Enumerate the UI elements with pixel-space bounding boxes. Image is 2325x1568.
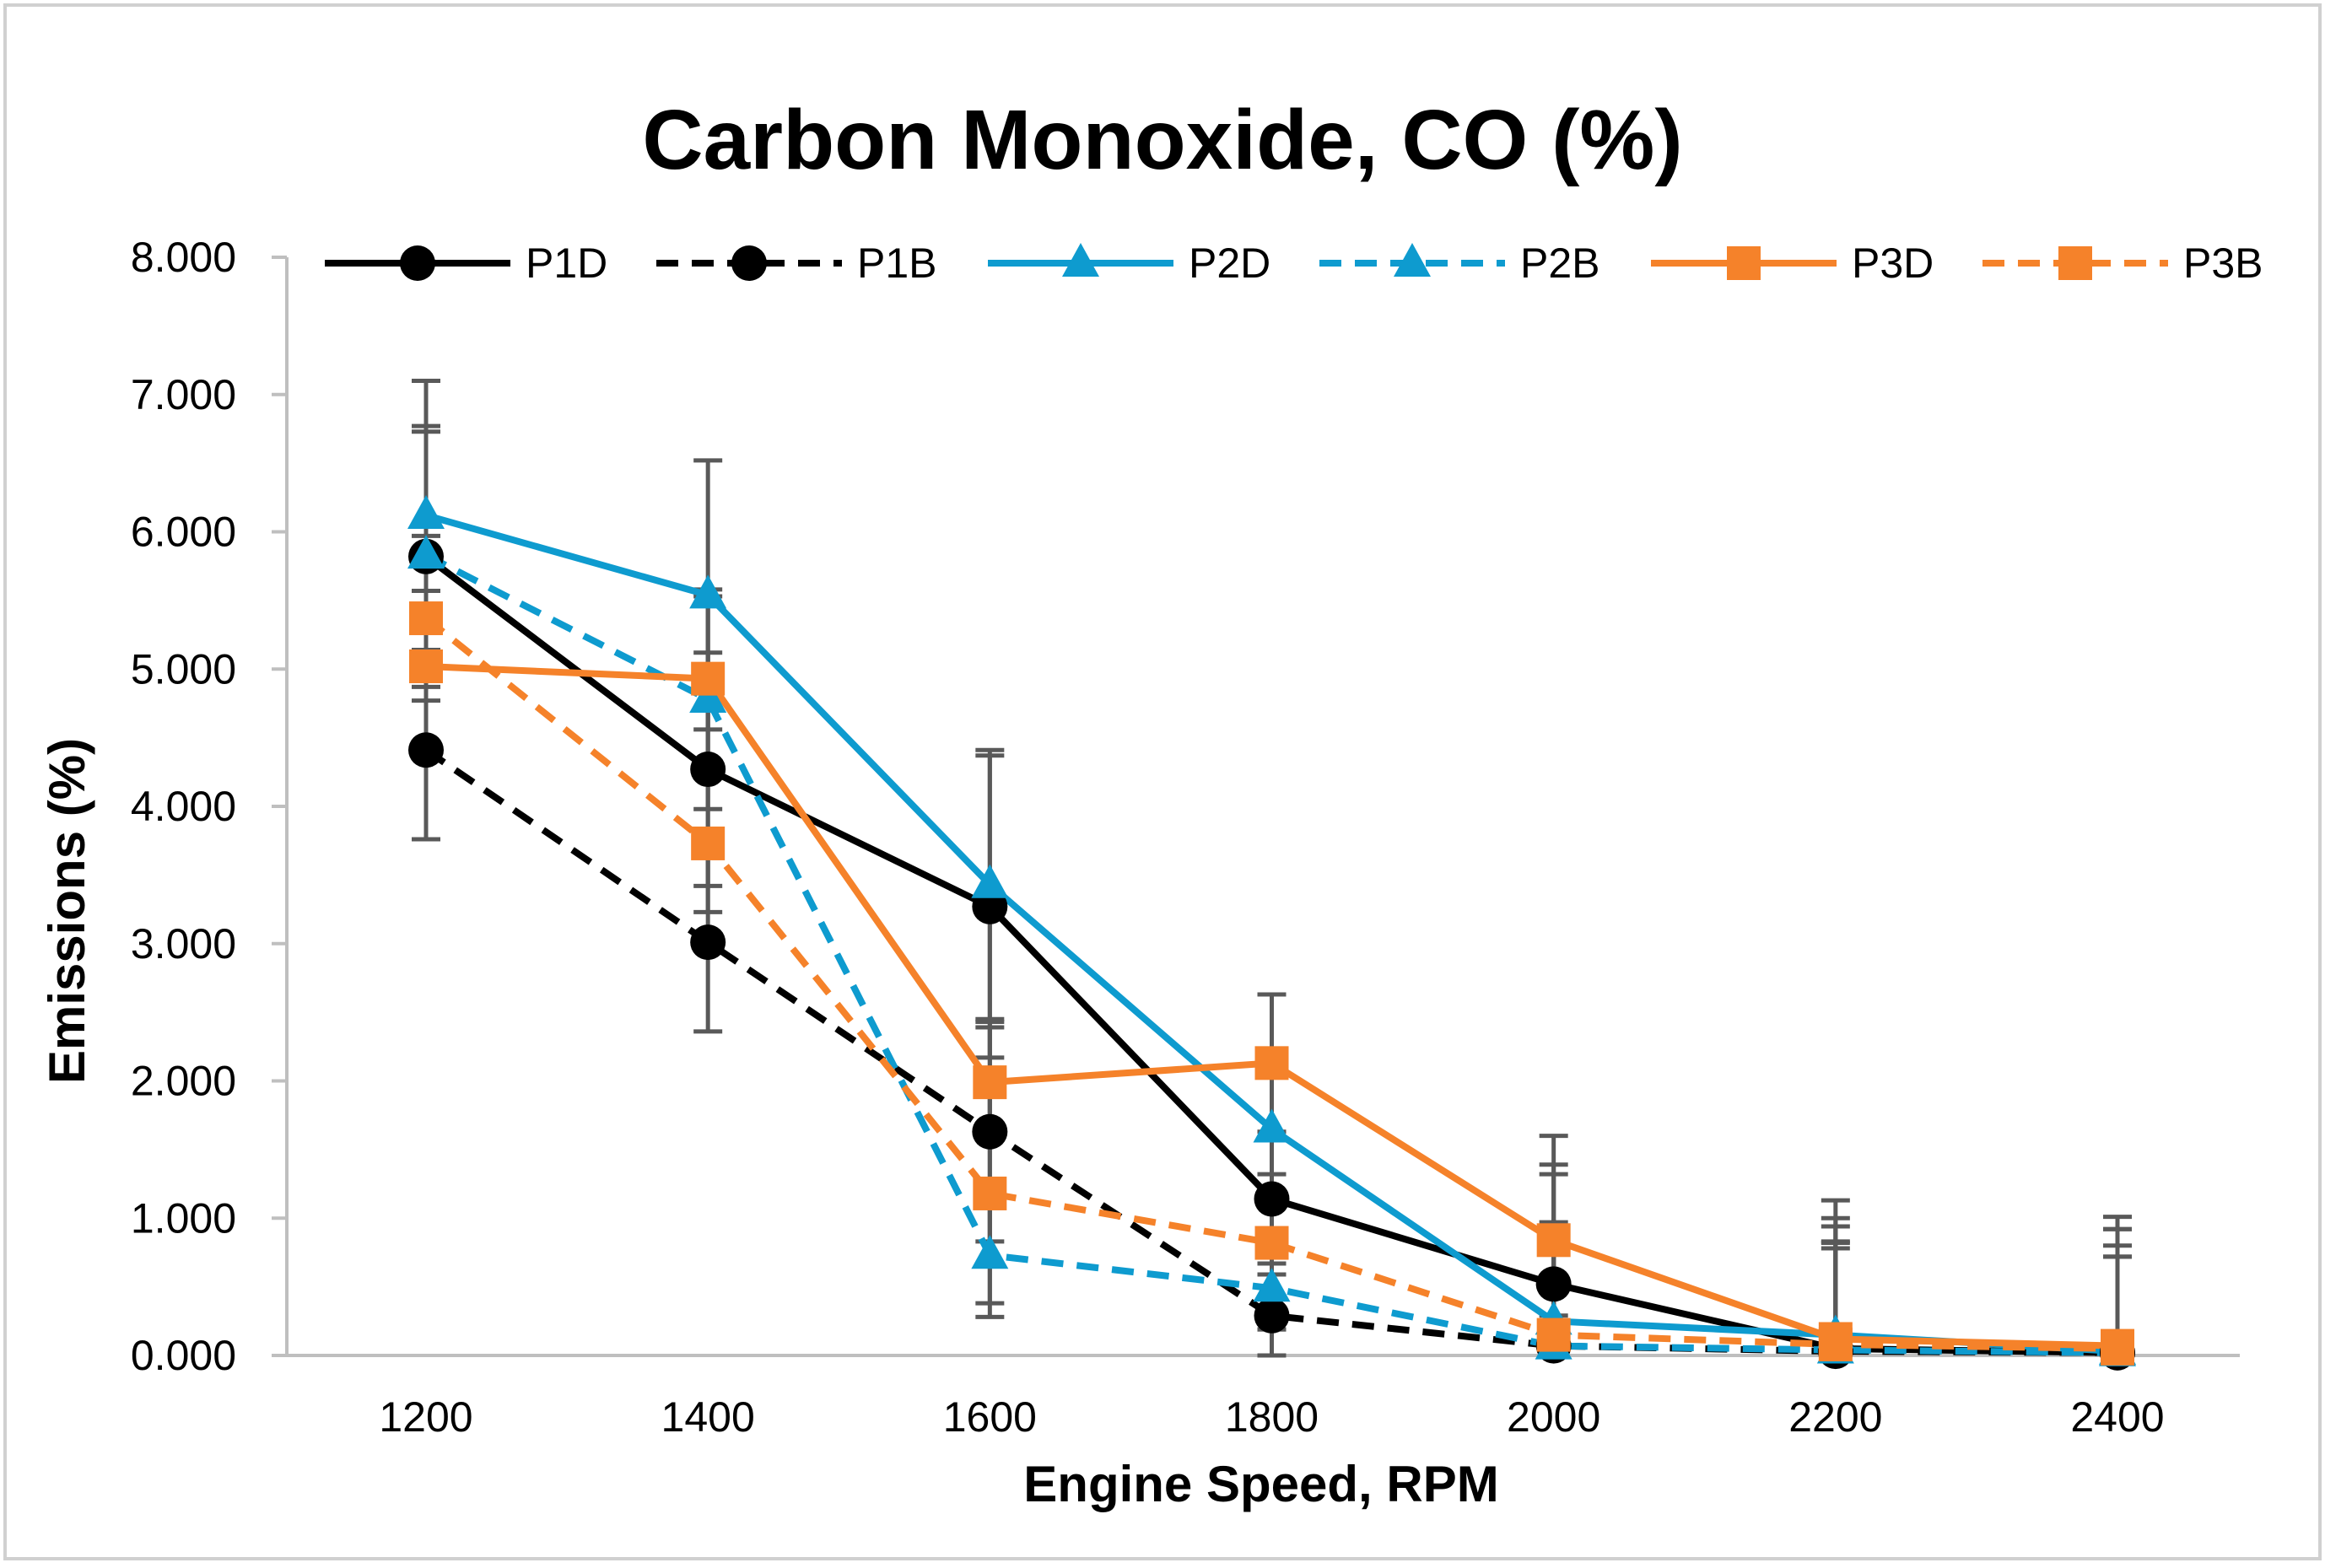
legend-marker-p1b [731,245,767,281]
legend-label-p2b: P2B [1520,240,1600,287]
data-point-p3b [1536,1317,1571,1352]
data-point-p3d [691,661,726,696]
data-point-p1d [1254,1181,1290,1217]
legend-marker-p2b [1394,243,1431,277]
data-point-p3b [691,826,726,860]
x-tick-label: 1400 [661,1393,755,1441]
data-point-p3b [973,1176,1007,1210]
y-tick-label: 6.000 [131,509,236,556]
data-point-p3d [1818,1322,1853,1356]
data-point-p3d [2101,1328,2134,1363]
y-tick-label: 0.000 [131,1332,236,1379]
legend-label-p1d: P1D [526,240,607,287]
data-point-p3b [1254,1226,1289,1260]
data-point-p2b [1253,1268,1291,1302]
data-point-p2d [1253,1108,1291,1143]
data-point-p1d [690,752,726,788]
data-point-p1b [408,732,444,768]
data-point-p3d [973,1065,1007,1100]
legend-marker-p3d [1727,246,1761,280]
chart-title: Carbon Monoxide, CO (%) [642,93,1682,187]
y-axis-title: Emissions (%) [39,738,95,1084]
data-point-p3d [1254,1046,1289,1080]
x-tick-label: 2400 [2070,1393,2164,1441]
legend-marker-p3b [2058,246,2092,280]
data-point-p3d [1536,1223,1571,1258]
legend-marker-p2d [1062,243,1099,277]
chart-border [3,3,2322,1560]
y-tick-label: 3.000 [131,920,236,967]
y-tick-label: 4.000 [131,783,236,830]
data-point-p2d [689,574,727,609]
x-tick-label: 2000 [1507,1393,1600,1441]
data-point-p2b [407,535,445,569]
data-point-p2d [971,864,1009,898]
y-tick-label: 2.000 [131,1058,236,1105]
data-point-p3d [409,649,443,683]
legend-label-p3b: P3B [2183,240,2263,287]
x-axis-title: Engine Speed, RPM [1023,1456,1498,1512]
data-point-p1d [1535,1266,1572,1302]
y-tick-label: 1.000 [131,1194,236,1242]
series-markers [407,494,2136,1371]
legend-label-p1b: P1B [857,240,937,287]
x-tick-label: 2200 [1788,1393,1882,1441]
x-tick-label: 1200 [379,1393,472,1441]
legend-label-p3d: P3D [1852,240,1934,287]
data-point-p2d [407,494,445,529]
data-point-p1b [1254,1297,1290,1334]
y-tick-label: 5.000 [131,645,236,692]
data-point-p1b [972,1113,1008,1150]
data-point-p1b [690,924,726,961]
data-point-p2b [971,1235,1009,1269]
legend: P1D P1B P2D P2B P3D P3B [325,240,2263,287]
data-point-p2b [689,679,727,714]
x-tick-label: 1600 [943,1393,1037,1441]
y-tick-label: 8.000 [131,234,236,281]
x-tick-label: 1800 [1225,1393,1319,1441]
legend-marker-p1d [400,245,435,281]
legend-label-p2d: P2D [1189,240,1270,287]
data-point-p3b [409,601,443,636]
axes: 0.000 1.000 2.000 3.000 4.000 5.000 6.000 7.000… [131,234,2240,1441]
y-tick-label: 7.000 [131,371,236,418]
